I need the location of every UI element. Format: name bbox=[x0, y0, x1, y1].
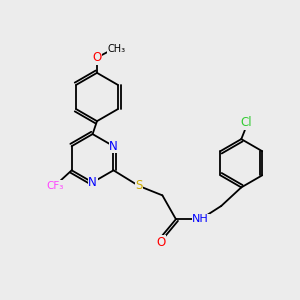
Text: N: N bbox=[88, 176, 97, 189]
Text: O: O bbox=[92, 51, 102, 64]
Text: CH₃: CH₃ bbox=[108, 44, 126, 54]
Text: NH: NH bbox=[192, 214, 209, 224]
Text: S: S bbox=[135, 179, 142, 192]
Text: Cl: Cl bbox=[241, 116, 252, 129]
Text: CF₃: CF₃ bbox=[47, 181, 64, 190]
Text: O: O bbox=[157, 236, 166, 249]
Text: N: N bbox=[109, 140, 118, 153]
